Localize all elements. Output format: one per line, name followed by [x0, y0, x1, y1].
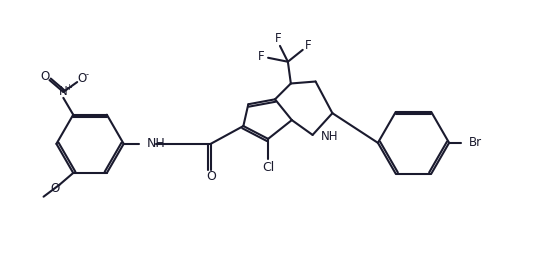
Text: O: O: [77, 72, 87, 84]
Text: F: F: [258, 50, 264, 63]
Text: O: O: [51, 182, 60, 195]
Text: F: F: [275, 33, 281, 46]
Text: F: F: [305, 39, 312, 52]
Text: O: O: [40, 70, 49, 83]
Text: N: N: [59, 86, 67, 99]
Text: +: +: [65, 82, 72, 91]
Text: NH: NH: [147, 137, 165, 150]
Text: NH: NH: [321, 130, 338, 143]
Text: Br: Br: [469, 136, 482, 149]
Text: -: -: [86, 70, 88, 79]
Text: O: O: [206, 170, 216, 183]
Text: Cl: Cl: [262, 161, 274, 174]
